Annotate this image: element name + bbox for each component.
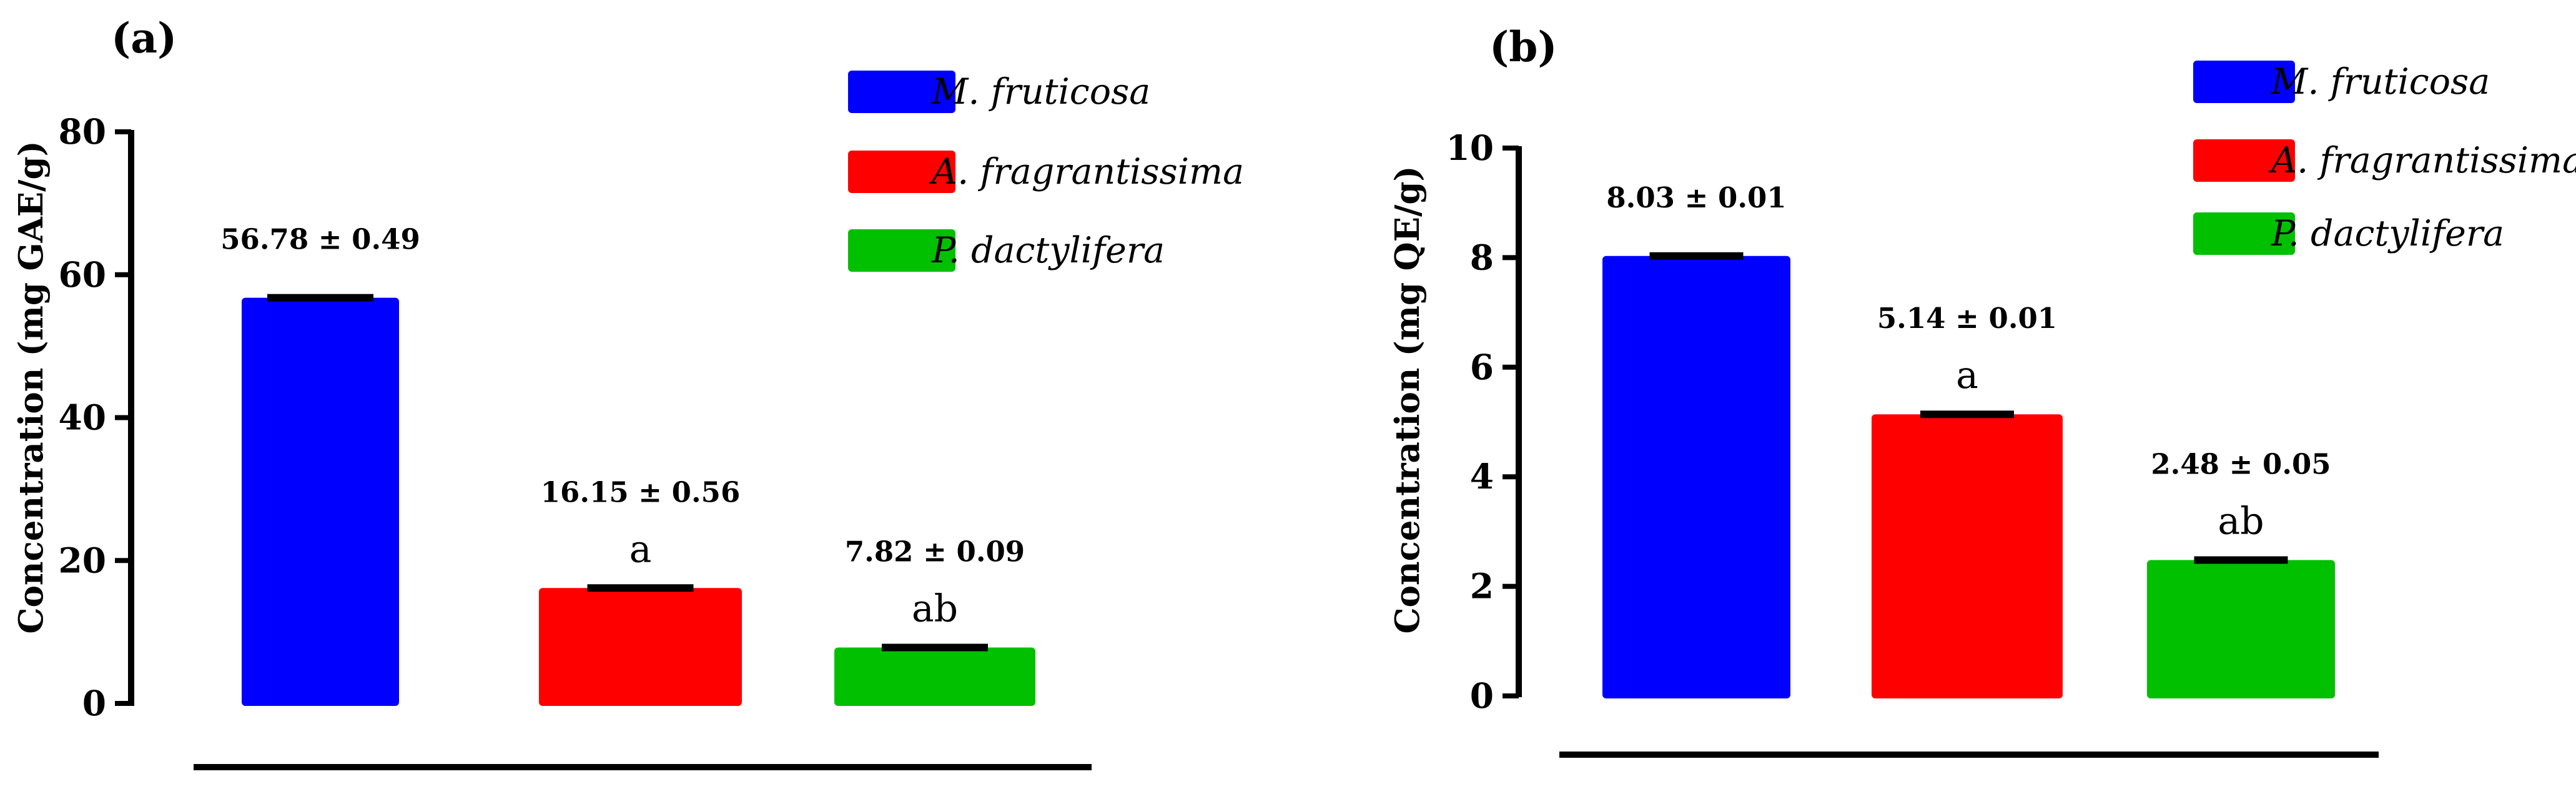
y-tick-label: 80 [58,111,106,152]
y-tick-label: 60 [58,254,106,295]
bar-a-fragrantissima [539,588,742,706]
data-label: 7.82 ± 0.09 [845,535,1025,568]
legend-swatch-a-fragrantissima [2193,139,2295,182]
chart-panel-b: (b) Concentration (mg QE/g) 0 2 4 6 8 10 8.03… [1388,22,2576,758]
legend-swatch-m-fruticosa [848,71,955,113]
data-label: 5.14 ± 0.01 [1877,302,2057,335]
y-tick-label: 10 [1446,127,1494,168]
y-tick-label: 8 [1470,237,1494,277]
y-tick-label: 20 [58,540,106,580]
y-tick-label: 6 [1470,347,1494,387]
legend-swatch-a-fragrantissima [848,151,955,193]
y-tick-label: 0 [1470,675,1494,716]
legend-swatch-m-fruticosa [2193,61,2295,103]
chart-panel-a: (a) Concentration (mg GAE/g) 0 20 40 60 80 5… [12,14,1244,770]
legend-swatch-p-dactylifera [2193,212,2295,255]
significance-letter: a [1956,354,1978,397]
significance-letter: a [629,527,652,571]
y-tick-label: 0 [82,683,106,723]
bar-p-dactylifera [834,647,1035,706]
data-label: 16.15 ± 0.56 [541,475,741,509]
y-tick-label: 4 [1470,456,1494,497]
data-label: 8.03 ± 0.01 [1606,181,1786,214]
bar-m-fruticosa [1602,256,1790,698]
bar-a-fragrantissima [1872,414,2063,698]
legend: M. fruticosa A. fragrantissima P. dactyl… [2193,61,2576,255]
legend-label-a-fragrantissima: A. fragrantissima [929,151,1244,192]
legend-label-m-fruticosa: M. fruticosa [2271,61,2490,102]
bar-m-fruticosa [242,297,399,706]
y-tick-label: 2 [1470,566,1494,607]
y-tick-label: 40 [58,397,106,438]
data-label: 2.48 ± 0.05 [2151,448,2331,481]
bar-p-dactylifera [2147,560,2335,698]
legend-swatch-p-dactylifera [848,229,955,272]
legend-label-p-dactylifera: P. dactylifera [2271,213,2504,254]
panel-label: (a) [111,14,177,62]
legend-label-p-dactylifera: P. dactylifera [931,230,1165,271]
data-label: 56.78 ± 0.49 [220,223,420,256]
y-axis-title: Concentration (mg QE/g) [1388,166,1427,633]
significance-letter: ab [2218,500,2264,543]
significance-letter: ab [912,587,958,631]
y-axis-title: Concentration (mg GAE/g) [12,141,51,633]
legend-label-a-fragrantissima: A. fragrantissima [2268,140,2576,181]
legend-label-m-fruticosa: M. fruticosa [931,71,1150,112]
panel-label: (b) [1489,22,1557,71]
legend: M. fruticosa A. fragrantissima P. dactyl… [848,71,1244,272]
